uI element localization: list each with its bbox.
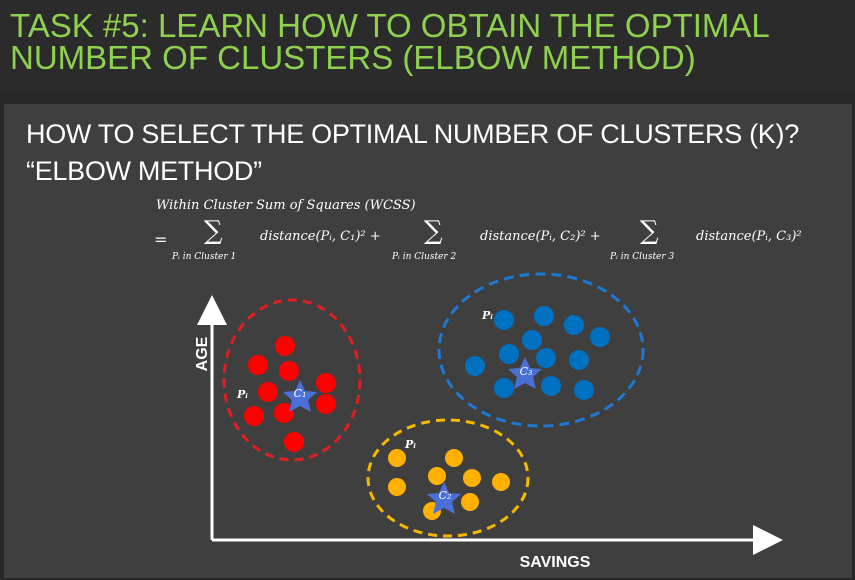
cluster-1-point: [258, 382, 278, 402]
cluster-2: C₂ Pᵢ: [366, 418, 530, 538]
cluster-3-point: [494, 310, 514, 330]
cluster-1-point: [244, 406, 264, 426]
heading-line-2: “ELBOW METHOD”: [26, 156, 262, 186]
cluster-3-point: [465, 356, 485, 376]
centroid-2-star-icon: [427, 482, 461, 514]
cluster-2-outline: [366, 418, 530, 538]
cluster-2-point-label: Pᵢ: [404, 438, 416, 451]
formula-sub-1: Pᵢ in Cluster 1: [172, 252, 237, 262]
slide-panel: HOW TO SELECT THE OPTIMAL NUMBER OF CLUS…: [4, 104, 852, 578]
cluster-1: C₁ Pᵢ: [222, 298, 362, 462]
cluster-2-point: [388, 478, 406, 496]
cluster-1-point-label: Pᵢ: [236, 388, 248, 401]
slide-heading: HOW TO SELECT THE OPTIMAL NUMBER OF CLUS…: [26, 116, 799, 190]
wcss-formula: Within Cluster Sum of Squares (WCSS) = ∑…: [4, 104, 852, 274]
cluster-3-point: [534, 306, 554, 326]
cluster-1-point: [284, 432, 304, 452]
cluster-3-point: [494, 378, 514, 398]
cluster-3-point: [564, 315, 584, 335]
cluster-1-point: [275, 336, 295, 356]
formula-equals: =: [154, 230, 168, 249]
centroid-1-label: C₁: [294, 387, 307, 400]
cluster-2-point: [388, 449, 406, 467]
cluster-2-point: [428, 467, 446, 485]
cluster-1-point: [316, 373, 336, 393]
cluster-1-point: [248, 355, 268, 375]
cluster-1-point: [274, 403, 294, 423]
cluster-3-outline: [437, 272, 645, 428]
formula-term-2: distance(Pᵢ, C₂)² +: [480, 229, 601, 244]
formula-sub-3: Pᵢ in Cluster 3: [610, 252, 675, 262]
cluster-3-point: [522, 330, 542, 350]
centroid-3-label: C₃: [520, 365, 533, 378]
cluster-2-point: [445, 449, 463, 467]
cluster-2-point: [461, 493, 479, 511]
cluster-3-point-label: Pᵢ: [481, 309, 493, 322]
y-axis-label: AGE: [194, 336, 211, 371]
cluster-3: C₃ Pᵢ: [437, 272, 645, 428]
task-title: TASK #5: LEARN HOW TO OBTAIN THE OPTIMAL…: [10, 7, 769, 76]
sigma-2-icon: ∑: [424, 216, 443, 246]
cluster-3-point: [536, 348, 556, 368]
formula-term-3: distance(Pᵢ, C₃)²: [696, 229, 802, 244]
cluster-3-point: [590, 327, 610, 347]
cluster-3-point: [541, 376, 561, 396]
cluster-1-point: [316, 394, 336, 414]
formula-term-1: distance(Pᵢ, C₁)² +: [260, 229, 381, 244]
sigma-1-icon: ∑: [204, 216, 223, 246]
cluster-3-point: [569, 350, 589, 370]
title-banner: TASK #5: LEARN HOW TO OBTAIN THE OPTIMAL…: [0, 0, 855, 92]
sigma-3-icon: ∑: [640, 216, 659, 246]
centroid-2-label: C₂: [439, 489, 452, 502]
centroid-1-star-icon: [283, 380, 317, 412]
cluster-2-point: [463, 469, 481, 487]
formula-sub-2: Pᵢ in Cluster 2: [392, 252, 457, 262]
cluster-3-point: [574, 380, 594, 400]
cluster-1-point: [279, 361, 299, 381]
centroid-3-star-icon: [508, 357, 542, 389]
formula-label: Within Cluster Sum of Squares (WCSS): [156, 198, 416, 213]
cluster-1-outline: [222, 298, 362, 462]
cluster-2-point: [492, 473, 510, 491]
x-axis-label: SAVINGS: [520, 554, 591, 571]
cluster-3-point: [499, 344, 519, 364]
heading-line-1: HOW TO SELECT THE OPTIMAL NUMBER OF CLUS…: [26, 119, 799, 149]
clusters-diagram: AGE SAVINGS C₁ Pᵢ: [194, 272, 783, 571]
